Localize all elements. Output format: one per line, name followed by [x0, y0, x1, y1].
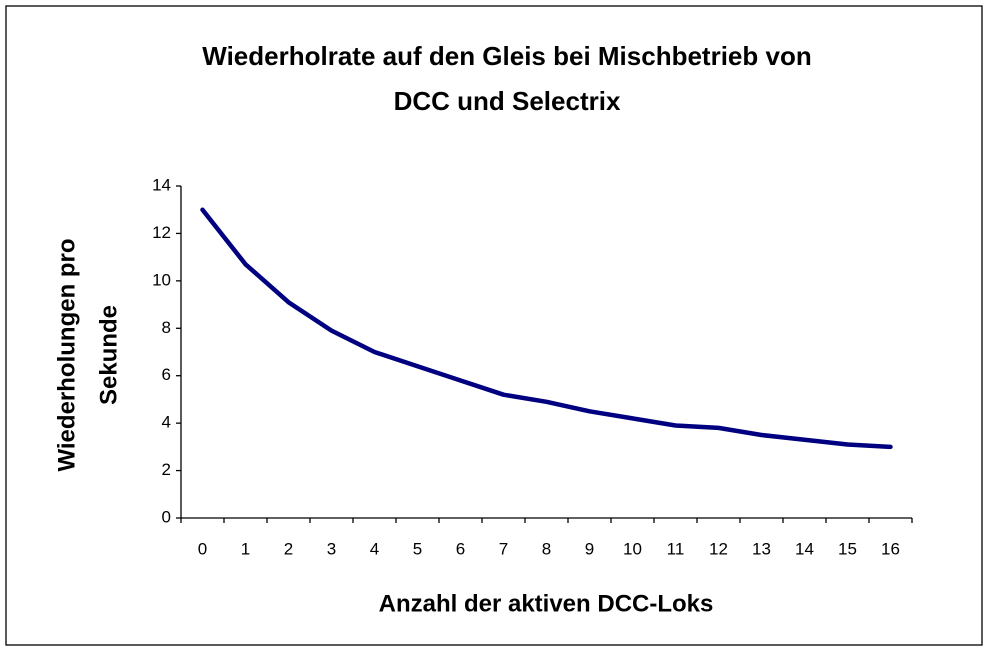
x-tick-label: 5	[413, 539, 422, 558]
x-tick-label: 15	[838, 539, 857, 558]
x-tick-label: 13	[752, 539, 771, 558]
y-axis-title: Wiederholungen pro	[53, 238, 80, 471]
x-tick-label: 10	[623, 539, 642, 558]
x-tick-label: 0	[198, 539, 207, 558]
x-tick-label: 6	[456, 539, 465, 558]
x-tick-label: 16	[881, 539, 900, 558]
chart-title: DCC und Selectrix	[394, 86, 621, 116]
chart-title: Wiederholrate auf den Gleis bei Mischbet…	[202, 41, 811, 71]
x-tick-label: 7	[499, 539, 508, 558]
y-axis-title: Sekunde	[95, 305, 122, 405]
y-tick-label: 6	[162, 365, 171, 384]
y-tick-label: 4	[162, 413, 171, 432]
x-axis-title: Anzahl der aktiven DCC-Loks	[379, 590, 714, 617]
y-tick-label: 10	[152, 270, 171, 289]
y-tick-label: 14	[152, 175, 171, 194]
x-tick-label: 2	[284, 539, 293, 558]
y-tick-label: 0	[162, 507, 171, 526]
y-tick-label: 2	[162, 460, 171, 479]
x-tick-label: 1	[241, 539, 250, 558]
x-tick-label: 12	[709, 539, 728, 558]
chart-border	[5, 5, 983, 646]
y-tick-label: 8	[162, 318, 171, 337]
y-tick-label: 12	[152, 223, 171, 242]
x-tick-label: 3	[327, 539, 336, 558]
x-tick-label: 8	[542, 539, 551, 558]
data-line	[200, 207, 893, 450]
x-tick-label: 4	[370, 539, 379, 558]
x-tick-label: 9	[585, 539, 594, 558]
x-tick-label: 14	[795, 539, 814, 558]
x-tick-label: 11	[667, 539, 685, 558]
